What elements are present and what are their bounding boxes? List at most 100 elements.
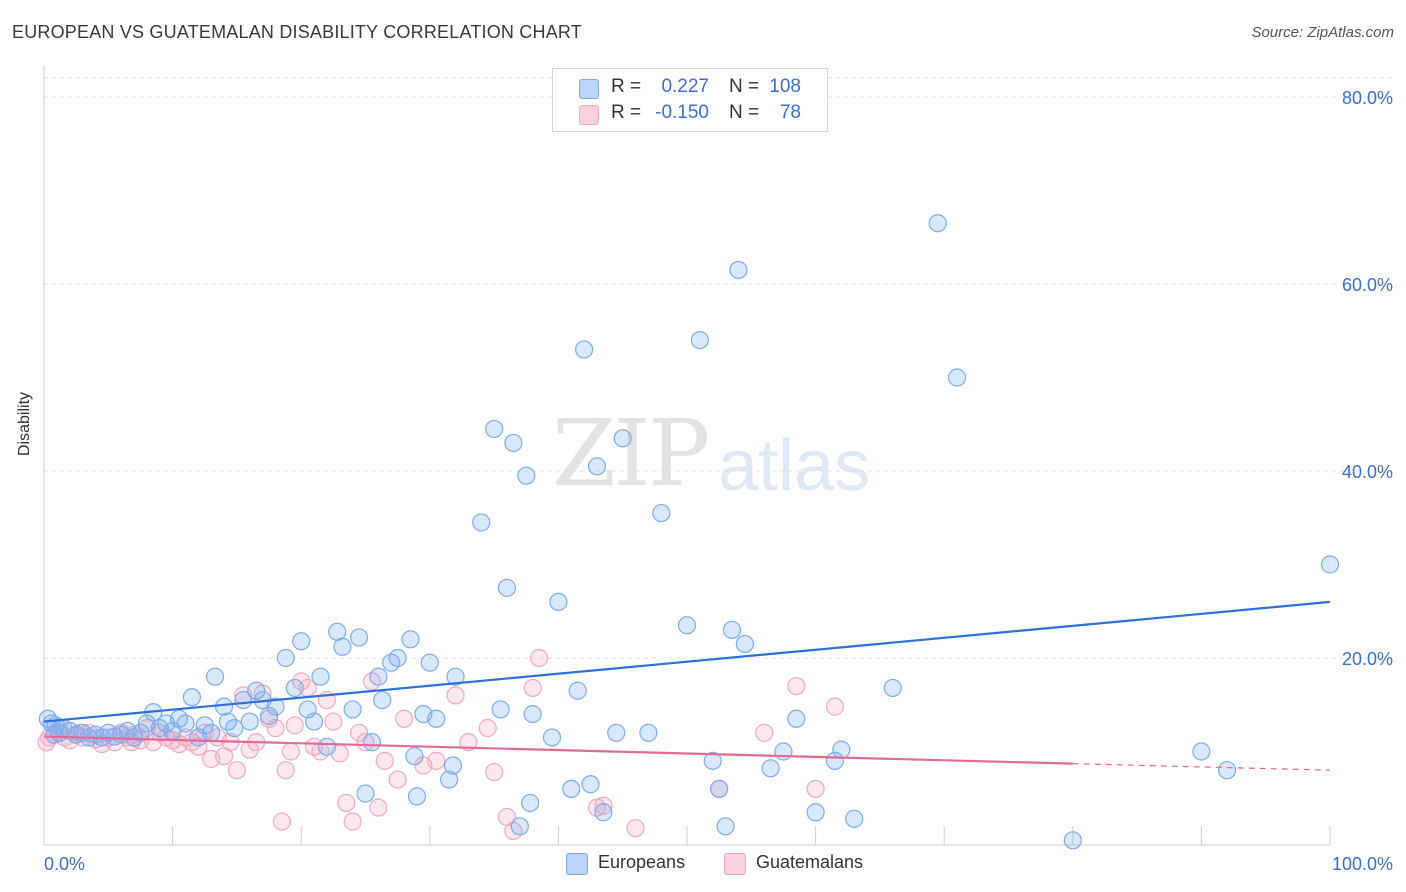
guatemalans-point (292, 672, 311, 691)
europeans-point (607, 723, 626, 742)
europeans-point (883, 678, 902, 698)
europeans-point (690, 331, 709, 350)
guatemalans-point (375, 751, 394, 770)
guatemalans-point (755, 723, 774, 742)
europeans-point (443, 756, 463, 775)
europeans-point (497, 578, 517, 597)
europeans-point (703, 751, 722, 770)
n-value: 78 (779, 102, 801, 123)
correlation-legend: R = 0.227 N = 108 R = -0.150 N = 78 (552, 68, 828, 132)
r-label: R = (611, 102, 642, 123)
guatemalans-point (388, 770, 407, 789)
r-value: -0.150 (655, 102, 709, 123)
europeans-point (928, 214, 947, 233)
europeans-point (594, 803, 613, 822)
guatemalans-point (530, 648, 549, 668)
guatemalans-point (594, 796, 613, 815)
europeans-point (247, 681, 266, 700)
y-tick-label: 80.0% (1342, 88, 1393, 108)
europeans-point (292, 632, 311, 651)
europeans-point (1192, 742, 1211, 761)
europeans-point (710, 779, 729, 799)
y-axis-label: Disability (16, 391, 33, 456)
europeans-trend-line (43, 600, 1331, 723)
guatemalans-point (626, 819, 645, 838)
europeans-point (523, 704, 542, 724)
europeans-point (517, 466, 536, 485)
guatemalans-point (37, 733, 56, 752)
guatemalans-point (787, 676, 806, 696)
europeans-point (373, 690, 392, 710)
guatemalans-point (459, 733, 478, 752)
europeans-point (131, 723, 150, 742)
guatemalans-point (369, 798, 388, 817)
guatemalans-trend-extension (1072, 763, 1331, 771)
guatemalans-point (427, 751, 446, 770)
europeans-point (182, 688, 201, 707)
europeans-point (388, 648, 407, 668)
europeans-point (568, 681, 587, 700)
europeans-point (575, 340, 594, 359)
legend-row-europeans: R = 0.227 N = 108 (553, 75, 827, 101)
europeans-point (205, 667, 225, 686)
europeans-point (259, 706, 279, 726)
europeans-point (652, 503, 671, 523)
guatemalans-point (806, 779, 825, 799)
europeans-point (735, 634, 754, 654)
x-tick-label: 0.0% (44, 854, 85, 874)
europeans-point (407, 787, 427, 806)
europeans-point (225, 719, 244, 738)
europeans-point (240, 712, 259, 731)
n-label: N = (729, 76, 760, 97)
watermark-atlas: atlas (718, 426, 871, 506)
europeans-point (1063, 831, 1082, 850)
guatemalans-point (349, 723, 369, 742)
watermark-zip: ZIP (552, 400, 710, 507)
n-label: N = (729, 102, 760, 123)
europeans-point (716, 817, 735, 836)
europeans-point (427, 709, 446, 728)
europeans-point (362, 733, 382, 752)
guatemalans-point (227, 761, 246, 780)
y-tick-label: 20.0% (1342, 649, 1393, 669)
europeans-point (832, 740, 851, 759)
guatemalans-point (394, 709, 414, 728)
europeans-point (562, 779, 581, 799)
guatemalans-legend-swatch (724, 853, 746, 875)
europeans-point (333, 637, 352, 656)
source-label: Source: ZipAtlas.com (1251, 24, 1394, 41)
europeans-point (639, 723, 658, 742)
europeans-point (405, 747, 424, 766)
europeans-point (491, 700, 510, 719)
guatemalans-point (523, 678, 542, 698)
europeans-point (356, 784, 375, 803)
europeans-point (613, 429, 632, 448)
guatemalans-trend-line (43, 735, 1073, 765)
europeans-point (349, 628, 369, 647)
europeans-point (581, 775, 600, 794)
europeans-point (485, 419, 504, 439)
europeans-point (195, 716, 214, 735)
guatemalans-point (337, 793, 356, 813)
guatemalans-point (343, 812, 362, 831)
europeans-point (176, 714, 195, 733)
legend-row-guatemalans: R = -0.150 N = 78 (553, 101, 827, 127)
europeans-point (311, 667, 330, 686)
y-tick-label: 40.0% (1342, 462, 1393, 482)
guatemalans-point (446, 686, 465, 705)
guatemalans-point (825, 697, 844, 716)
guatemalans-point (485, 762, 504, 782)
europeans-point (729, 260, 748, 280)
europeans-point (401, 630, 420, 649)
europeans-point (420, 653, 439, 672)
europeans-point (285, 678, 304, 698)
europeans-point (276, 648, 295, 668)
europeans-swatch (579, 79, 599, 99)
europeans-point (343, 700, 362, 719)
x-tick-label: 100.0% (1332, 854, 1393, 874)
europeans-point (787, 709, 806, 728)
europeans-point (446, 667, 465, 686)
europeans-point (806, 803, 825, 822)
r-label: R = (611, 76, 642, 97)
